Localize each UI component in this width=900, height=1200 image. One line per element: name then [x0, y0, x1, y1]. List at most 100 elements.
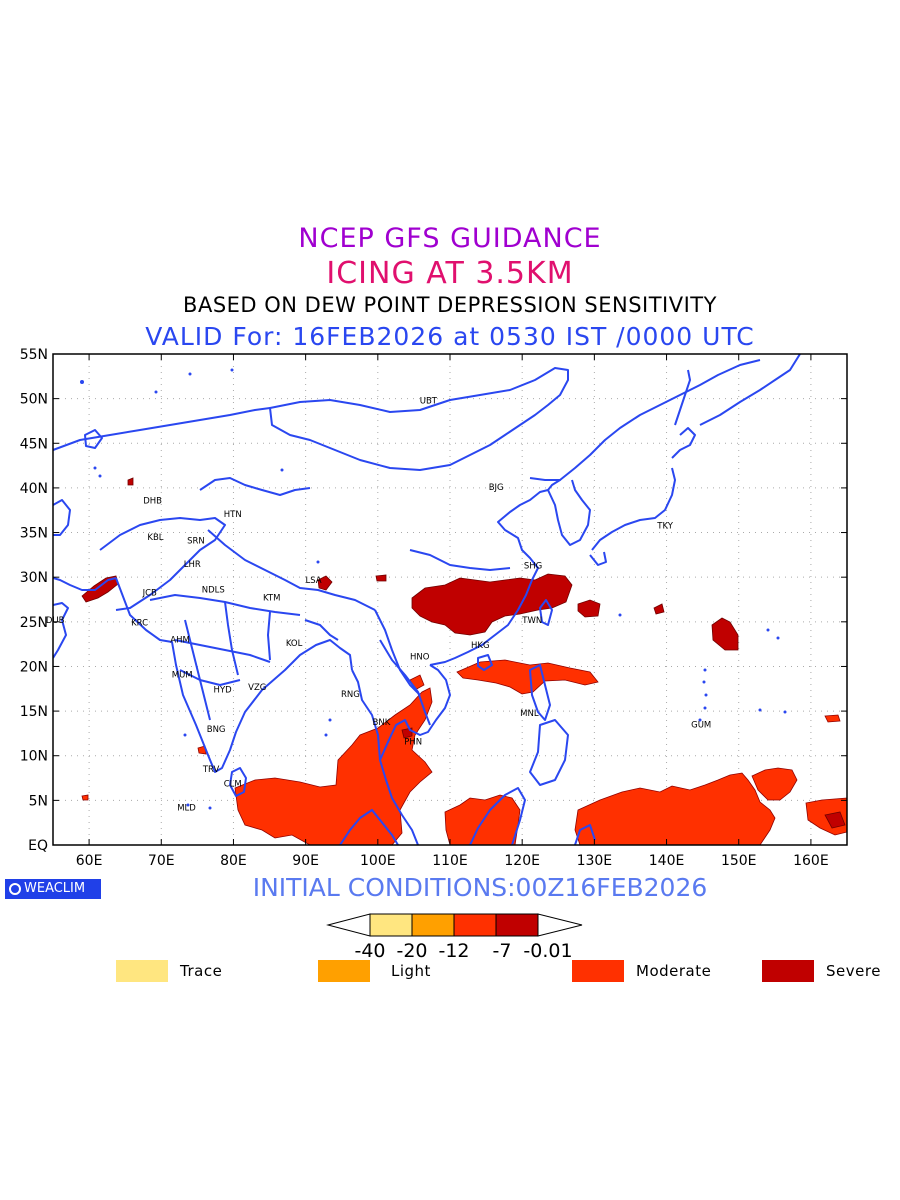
city-label-mld: MLD: [177, 804, 196, 814]
icing-moderate-small-2: [197, 745, 207, 755]
lon-label: 80E: [220, 853, 247, 869]
caspian: [53, 499, 71, 536]
indochina-borders: [374, 609, 421, 696]
map-gridlines: [53, 354, 847, 845]
india-states-3: [179, 669, 241, 686]
city-label-ndls: NDLS: [202, 586, 225, 596]
india-states-4: [184, 619, 211, 721]
lat-label: 50N: [20, 392, 48, 408]
legend-swatch-moderate: [572, 960, 624, 982]
mekong: [379, 639, 431, 726]
india-coast: [115, 577, 353, 773]
lon-label: 130E: [577, 853, 613, 869]
colorbar-right-arrow: [537, 913, 583, 937]
lon-label: 90E: [292, 853, 319, 869]
lon-label: 70E: [148, 853, 175, 869]
city-label-hno: HNO: [410, 653, 430, 663]
lon-label: 100E: [360, 853, 396, 869]
city-label-clm: CLM: [224, 779, 242, 789]
lat-label: 35N: [20, 526, 48, 542]
iran-coast: [53, 577, 117, 591]
small-islands: [80, 368, 787, 810]
lat-label: 40N: [20, 481, 48, 497]
lon-label: 60E: [76, 853, 103, 869]
city-label-vzg: VZG: [248, 683, 266, 693]
city-label-hyd: HYD: [214, 686, 233, 696]
lat-label: 45N: [20, 436, 48, 452]
icing-severe-south-china: [411, 573, 573, 636]
city-label-jcb: JCB: [142, 588, 157, 598]
city-label-htn: HTN: [224, 510, 242, 520]
city-label-gum: GUM: [691, 720, 711, 730]
icing-severe-taiwan-east: [577, 599, 601, 618]
colorbar: -40 -20 -12 -7 -0.01: [326, 913, 583, 960]
city-label-kbl: KBL: [147, 533, 163, 543]
city-labels: UBT BJG TKY SHG TWN HKG HNO MNL BNK PHN RNG GUM LSA K…: [46, 396, 711, 813]
lat-label: 55N: [20, 347, 48, 363]
bangladesh: [304, 619, 339, 641]
legend-swatch-light: [318, 960, 370, 982]
icing-severe-pacific-1: [711, 617, 739, 651]
lat-label: 30N: [20, 570, 48, 586]
icing-moderate-pacific-2: [751, 767, 798, 801]
title-valid-time: VALID For: 16FEB2026 at 0530 IST /0000 U…: [145, 322, 755, 351]
aral: [84, 429, 103, 449]
korea: [547, 479, 591, 546]
city-label-mum: MUM: [172, 670, 193, 680]
city-label-mnl: MNL: [520, 709, 539, 719]
india-states-5: [224, 601, 239, 676]
icing-moderate-pacific-1: [574, 772, 776, 845]
weaclim-logo: WEACLIM: [5, 879, 101, 899]
icing-map: 55N 50N 45N 40N 35N 30N 25N 20N 15N 10N 5N EQ 60E 70…: [20, 347, 848, 869]
city-label-hkg: HKG: [471, 641, 490, 651]
sri-lanka: [229, 767, 247, 797]
initial-conditions: INITIAL CONDITIONS:00Z16FEB2026: [252, 873, 708, 902]
brand-text: WEACLIM: [24, 881, 86, 896]
icing-areas: [81, 477, 847, 845]
city-label-dub: DUB: [46, 616, 65, 626]
coastlines-and-borders: [53, 354, 801, 845]
city-label-srn: SRN: [187, 537, 205, 547]
legend-label-moderate: Moderate: [636, 962, 712, 980]
icing-moderate-bay-of-bengal: [234, 687, 433, 845]
colorbar-box-severe: [495, 913, 539, 937]
title-product: ICING AT 3.5KM: [326, 256, 574, 291]
arabia-coast: [53, 602, 69, 659]
icing-severe-tibet: [317, 575, 333, 591]
taiwan: [539, 599, 553, 626]
borneo: [469, 787, 526, 845]
lon-label: 110E: [432, 853, 468, 869]
city-label-ubt: UBT: [420, 396, 438, 406]
city-label-shg: SHG: [524, 562, 542, 572]
city-label-bjg: BJG: [489, 483, 504, 493]
city-label-twn: TWN: [521, 616, 542, 626]
icing-severe-small-1: [375, 574, 387, 582]
afghanistan-pakistan: [99, 517, 226, 611]
lon-label: 150E: [721, 853, 757, 869]
map-ticks: [53, 353, 847, 846]
icing-moderate-small-1: [824, 714, 841, 723]
longitude-labels: 60E 70E 80E 90E 100E 110E 120E 130E 140E 150E 160E: [76, 853, 829, 869]
city-label-bnk: BNK: [373, 718, 391, 728]
city-label-lhr: LHR: [184, 560, 201, 570]
colorbar-label-3: -12: [438, 940, 469, 960]
lat-label: 20N: [20, 659, 48, 675]
colorbar-label-2: -20: [396, 940, 427, 960]
lat-label: 10N: [20, 749, 48, 765]
lat-label: 5N: [29, 793, 48, 809]
kazakhstan-border: [53, 407, 271, 451]
legend-swatch-severe: [762, 960, 814, 982]
legend-label-light: Light: [391, 962, 431, 980]
legend-swatch-trace: [116, 960, 168, 982]
lat-label: EQ: [28, 838, 48, 854]
colorbar-box-light: [411, 913, 455, 937]
latitude-labels: 55N 50N 45N 40N 35N 30N 25N 20N 15N 10N 5N EQ: [20, 347, 48, 854]
colorbar-label-1: -40: [354, 940, 385, 960]
city-label-phn: PHN: [404, 737, 422, 747]
icing-severe-pacific-2: [653, 603, 665, 615]
city-label-kol: KOL: [286, 639, 303, 649]
japan-kyushu: [589, 551, 607, 566]
city-label-rng: RNG: [341, 690, 360, 700]
icing-severe-small-2: [127, 477, 134, 486]
title-method: BASED ON DEW POINT DEPRESSION SENSITIVIT…: [183, 293, 717, 317]
